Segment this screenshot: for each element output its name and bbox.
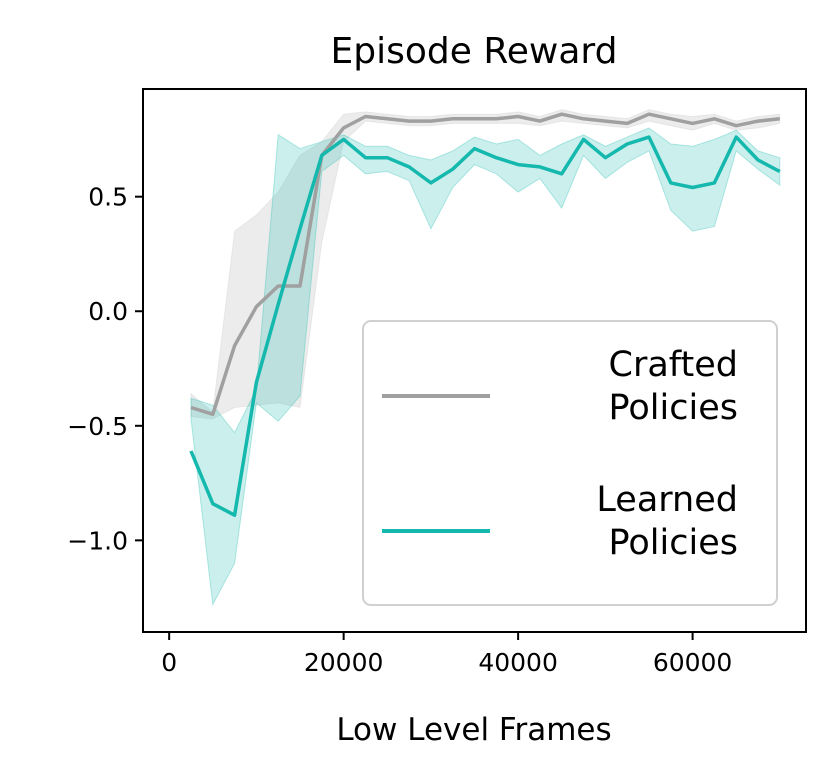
y-axis: 0.5 0.0 −0.5 −1.0 [67,183,143,555]
chart-title: Episode Reward [331,31,618,72]
crafted-band [190,109,781,420]
x-axis-label: Low Level Frames [336,712,611,748]
y-tick-label: 0.5 [88,183,128,212]
crafted-line [190,112,780,417]
x-axis: 0 20000 40000 60000 [161,632,732,677]
legend-frame [362,320,778,606]
x-tick-label: 0 [161,648,177,677]
learned-band [190,127,781,607]
series-lines [189,112,781,517]
y-tick-label: −0.5 [67,412,128,441]
x-tick-label: 40000 [478,648,558,677]
legend-label-crafted: Crafted Policies [609,345,738,428]
legend: Crafted Policies Learned Policies [362,320,778,606]
y-tick-label: −1.0 [67,526,128,555]
y-tick-label: 0.0 [88,297,128,326]
learned-line [189,135,781,517]
confidence-bands [190,109,781,607]
x-tick-label: 20000 [304,648,384,677]
legend-label-learned: Learned Policies [596,480,738,563]
plot-frame [142,88,807,633]
x-tick-label: 60000 [653,648,733,677]
